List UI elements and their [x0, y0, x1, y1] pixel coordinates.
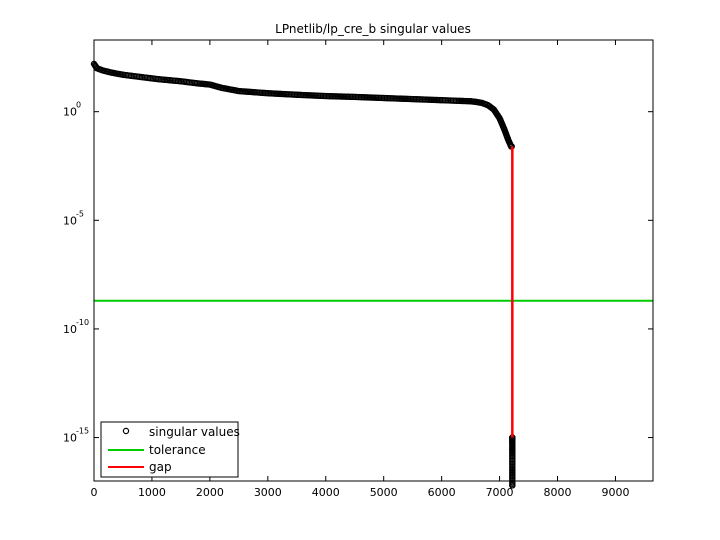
- x-tick-label: 3000: [254, 486, 282, 499]
- plot-area: [90, 60, 653, 489]
- y-tick-label-exponent: -15: [76, 427, 89, 436]
- plot-frame: [93, 39, 654, 482]
- y-tick-label-exponent: -5: [76, 209, 84, 218]
- x-tick-label: 0: [91, 486, 98, 499]
- x-axis: 0 1000 2000 3000 4000 5000 6000 7000 8000 9000: [91, 40, 629, 499]
- singular-values-markers: [90, 60, 516, 489]
- y-tick-label-base: 10: [63, 323, 77, 336]
- singular-value-point: [509, 438, 516, 446]
- y-tick-label-base: 10: [63, 106, 77, 119]
- chart-title: LPnetlib/lp_cre_b singular values: [275, 22, 471, 36]
- x-tick-label: 9000: [601, 486, 629, 499]
- y-tick-label-base: 10: [63, 432, 77, 445]
- legend-label-singular-values: singular values: [149, 425, 240, 439]
- x-tick-label: 7000: [486, 486, 514, 499]
- singular-value-point: [509, 482, 516, 489]
- singular-value-point: [509, 445, 516, 452]
- legend: singular values tolerance gap: [100, 421, 240, 478]
- y-tick-label-exponent: -10: [76, 318, 89, 327]
- x-tick-label: 4000: [312, 486, 340, 499]
- legend-marker-singular-values: [122, 427, 130, 435]
- x-tick-label: 5000: [370, 486, 398, 499]
- x-tick-label: 1000: [138, 486, 166, 499]
- legend-label-gap: gap: [149, 460, 172, 474]
- x-tick-label: 8000: [544, 486, 572, 499]
- x-tick-label: 2000: [196, 486, 224, 499]
- y-tick-label-exponent: 0: [76, 101, 81, 110]
- x-tick-label: 6000: [428, 486, 456, 499]
- y-tick-label-base: 10: [63, 214, 77, 227]
- legend-label-tolerance: tolerance: [149, 443, 206, 457]
